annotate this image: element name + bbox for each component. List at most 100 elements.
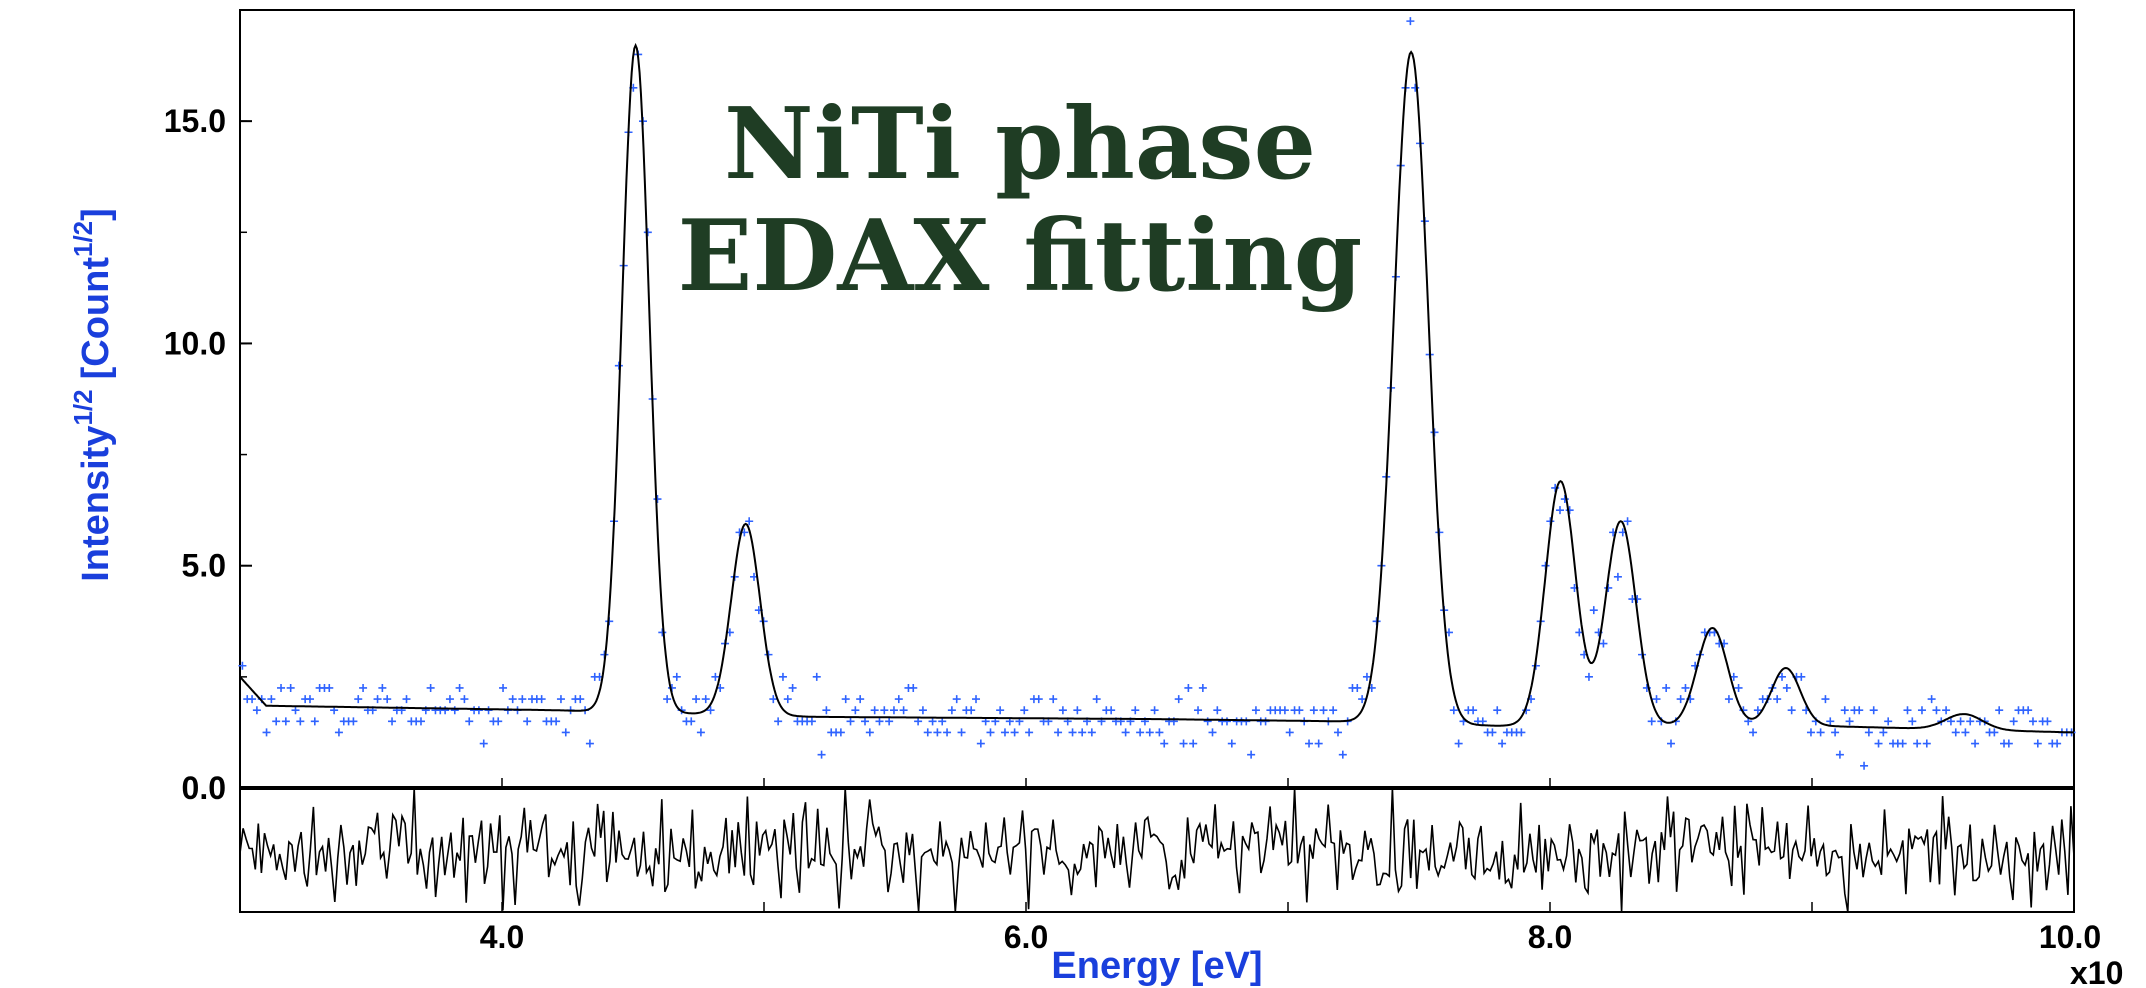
data-point — [2033, 739, 2042, 748]
data-point — [296, 717, 305, 726]
data-point — [861, 717, 870, 726]
data-point — [947, 706, 956, 715]
data-point — [1242, 717, 1251, 726]
data-point — [918, 706, 927, 715]
data-point — [1903, 706, 1912, 715]
x-axis-label: Energy [eV] — [1051, 945, 1262, 987]
data-point — [1131, 706, 1140, 715]
data-point — [561, 728, 570, 737]
data-point — [1647, 717, 1656, 726]
data-point — [822, 706, 831, 715]
data-point — [1782, 683, 1791, 692]
data-point — [1194, 706, 1203, 715]
y-tick-label: 0.0 — [182, 770, 226, 806]
data-point — [1797, 672, 1806, 681]
data-point — [1362, 672, 1371, 681]
data-point — [933, 728, 942, 737]
data-point — [359, 683, 368, 692]
data-point — [262, 728, 271, 737]
data-point — [494, 717, 503, 726]
fit-curve — [239, 42, 2074, 734]
data-point — [1358, 695, 1367, 704]
data-point — [1498, 739, 1507, 748]
data-point — [576, 695, 585, 704]
chart-title-line-2: EDAX fitting — [678, 199, 1363, 314]
data-point — [1816, 728, 1825, 737]
data-point — [1667, 739, 1675, 748]
data-point — [325, 683, 334, 692]
data-point — [1971, 739, 1980, 748]
data-point — [1961, 728, 1970, 737]
data-point — [687, 717, 696, 726]
residual-curve — [239, 787, 2075, 913]
data-point — [976, 739, 985, 748]
data-point — [807, 717, 816, 726]
data-point — [1107, 706, 1116, 715]
data-point — [388, 717, 397, 726]
data-point — [1681, 683, 1690, 692]
data-point — [523, 717, 532, 726]
y-axis-label-unit: [Count — [75, 257, 117, 380]
data-point — [552, 717, 561, 726]
y-tick-label: 5.0 — [182, 548, 226, 584]
data-point — [711, 672, 720, 681]
data-point — [354, 695, 363, 704]
data-point — [1329, 706, 1338, 715]
data-point — [1966, 717, 1975, 726]
data-point — [1565, 506, 1574, 515]
data-point — [889, 706, 898, 715]
y-tick-label: 10.0 — [164, 325, 226, 361]
data-point — [1150, 706, 1159, 715]
data-point — [479, 739, 488, 748]
y-axis-label: Intensity1/2[Count1/2] — [68, 208, 117, 582]
data-point — [334, 728, 343, 737]
data-point — [696, 728, 705, 737]
data-point — [1449, 706, 1458, 715]
data-point — [1087, 728, 1096, 737]
data-point — [880, 706, 889, 715]
data-point — [1662, 683, 1671, 692]
data-point — [1773, 695, 1782, 704]
data-point — [1222, 717, 1231, 726]
data-point — [537, 695, 546, 704]
data-point — [928, 717, 937, 726]
data-point — [1860, 761, 1869, 770]
data-point — [1213, 706, 1222, 715]
data-point — [899, 706, 908, 715]
data-point — [416, 717, 425, 726]
data-point — [1092, 695, 1101, 704]
data-point — [518, 695, 527, 704]
data-point — [373, 695, 382, 704]
residual-plot-frame — [239, 787, 2075, 913]
data-point — [1589, 606, 1598, 615]
data-point — [1025, 728, 1034, 737]
data-point — [812, 672, 821, 681]
data-point — [585, 739, 594, 748]
data-point — [474, 706, 483, 715]
data-point — [1305, 739, 1314, 748]
data-point — [402, 695, 411, 704]
data-point — [1652, 695, 1661, 704]
data-point — [1995, 706, 2004, 715]
data-point — [1835, 750, 1844, 759]
data-point — [1333, 728, 1342, 737]
data-point — [856, 695, 865, 704]
data-point — [1956, 717, 1965, 726]
data-point — [1338, 750, 1347, 759]
data-point — [1778, 672, 1787, 681]
data-point — [1010, 728, 1019, 737]
data-point — [1280, 706, 1289, 715]
data-point — [252, 706, 261, 715]
data-point — [672, 672, 681, 681]
data-point — [706, 706, 715, 715]
data-point — [1493, 706, 1502, 715]
data-point — [1251, 706, 1260, 715]
data-point — [2053, 739, 2062, 748]
chart-title-line-1: NiTi phase — [724, 87, 1316, 202]
data-point — [1073, 706, 1082, 715]
data-point — [1932, 706, 1941, 715]
data-point — [238, 661, 247, 670]
data-point — [1831, 728, 1840, 737]
data-point — [1613, 572, 1622, 581]
